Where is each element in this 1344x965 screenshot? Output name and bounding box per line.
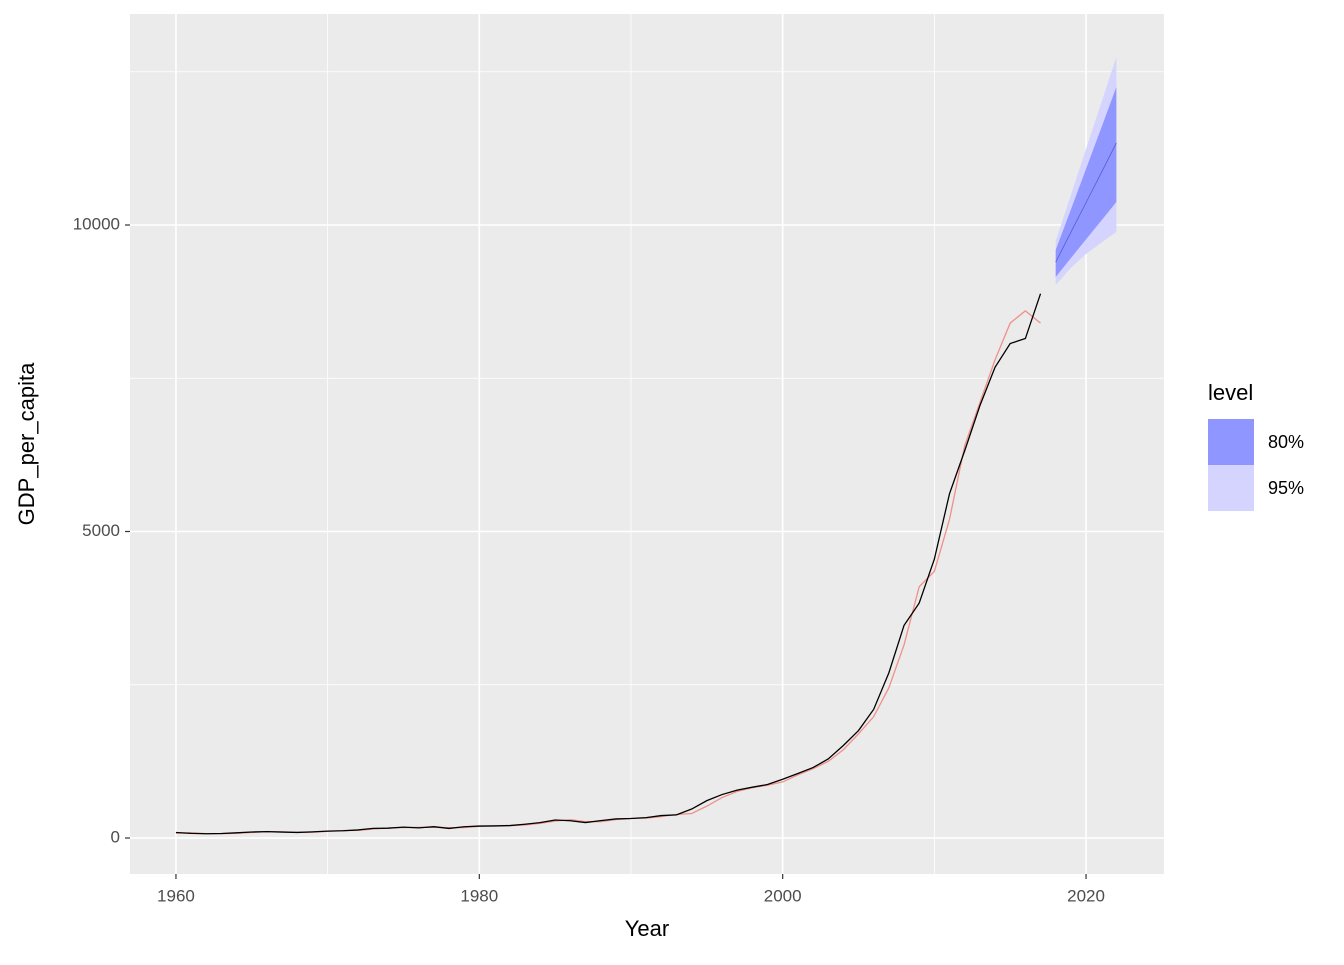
x-tick-label: 1980	[460, 886, 498, 905]
y-tick-label: 0	[111, 828, 120, 847]
legend-label: 80%	[1268, 432, 1304, 452]
interval-band	[1055, 87, 1117, 277]
y-tick-label: 10000	[73, 214, 120, 233]
x-axis-title: Year	[625, 916, 669, 941]
x-tick-label: 1960	[157, 886, 195, 905]
actual-line	[175, 293, 1042, 835]
legend-label: 95%	[1268, 478, 1304, 498]
marks	[175, 56, 1117, 835]
legend-title: level	[1208, 380, 1253, 405]
forecast-line	[1055, 142, 1117, 263]
y-tick-label: 5000	[82, 521, 120, 540]
x-tick-label: 2020	[1067, 886, 1105, 905]
legend-key	[1208, 465, 1254, 511]
legend: 80% 95%	[1208, 419, 1304, 511]
panel	[130, 14, 1164, 874]
x-tick-label: 2000	[764, 886, 802, 905]
y-axis-title: GDP_per_capita	[14, 362, 39, 525]
grid	[130, 14, 1164, 874]
legend-key	[1208, 419, 1254, 465]
